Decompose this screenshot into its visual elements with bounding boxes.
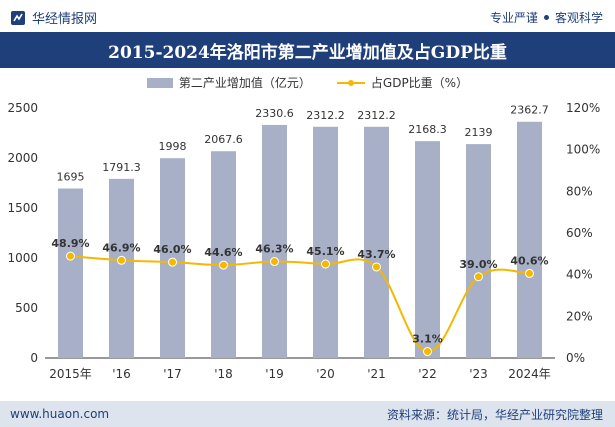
y-right-tick-label: 60% — [566, 226, 593, 240]
y-left-tick-label: 2500 — [7, 101, 38, 115]
ratio-value-label: 3.1% — [412, 333, 443, 346]
ratio-value-label: 48.9% — [51, 237, 89, 250]
footer-url: www.huaon.com — [10, 407, 110, 421]
y-left-tick-label: 1500 — [7, 201, 38, 215]
ratio-point — [321, 259, 330, 269]
bullet-dot-icon — [543, 15, 549, 20]
ratio-value-label: 46.9% — [102, 241, 140, 254]
x-tick-label: '18 — [214, 367, 233, 381]
bar-value-label: 1791.3 — [102, 161, 141, 174]
bar-value-label: 2168.3 — [408, 123, 447, 136]
ratio-point — [423, 347, 432, 357]
y-left-tick-label: 2000 — [7, 151, 38, 165]
y-right-tick-label: 40% — [566, 268, 593, 282]
y-right-tick-label: 20% — [566, 309, 593, 323]
y-left-tick-label: 1000 — [7, 251, 38, 265]
legend-item-line: 占GDP比重（%） — [336, 74, 469, 91]
bar-value-label: 1998 — [159, 140, 187, 153]
footer-bar: www.huaon.com 资料来源：统计局，华经产业研究院整理 — [0, 401, 615, 427]
bar-value-label: 1695 — [57, 171, 85, 184]
bar-value-label: 2312.2 — [306, 109, 345, 122]
y-right-tick-label: 120% — [566, 101, 600, 115]
x-tick-label: '21 — [367, 367, 386, 381]
ratio-point — [66, 251, 75, 261]
ratio-value-label: 46.3% — [255, 243, 293, 256]
chart-plot: 0 500 1000 1500 2000 2500 0% 20% 40% 60% 80% 100% 12… — [7, 101, 600, 381]
brand-name: 华经情报网 — [32, 12, 98, 27]
bar — [262, 124, 287, 358]
ratio-point — [372, 262, 381, 272]
ratio-point — [270, 257, 279, 267]
bar — [211, 151, 236, 358]
y-right-tick-label: 100% — [566, 143, 600, 157]
tagline-left: 专业严谨 — [489, 11, 538, 25]
ratio-value-label: 40.6% — [510, 254, 548, 267]
y-right-tick-label: 0% — [566, 351, 585, 365]
y-left-tick-label: 500 — [15, 301, 38, 315]
top-bar: 华经情报网 专业严谨 客观科学 — [0, 0, 615, 32]
ratio-value-label: 43.7% — [357, 248, 395, 261]
ratio-point — [474, 272, 483, 282]
ratio-point — [117, 255, 126, 265]
bar-value-label: 2330.6 — [255, 107, 294, 120]
footer-source: 资料来源：统计局，华经产业研究院整理 — [386, 407, 603, 422]
x-tick-label: 2024年 — [508, 367, 551, 381]
title-bar: 2015-2024年洛阳市第二产业增加值及占GDP比重 — [0, 32, 615, 68]
x-tick-label: '17 — [163, 367, 182, 381]
bar — [58, 188, 83, 358]
bar — [466, 144, 491, 358]
y-right-tick-label: 80% — [566, 184, 593, 198]
logo-icon — [11, 10, 25, 25]
ratio-line — [70, 255, 530, 353]
ratio-value-label: 46.0% — [153, 243, 191, 256]
ratio-point — [168, 257, 177, 267]
bar — [415, 141, 440, 358]
x-tick-label: '16 — [112, 367, 131, 381]
y-left-tick-label: 0 — [30, 351, 38, 365]
x-tick-label: 2015年 — [49, 367, 92, 381]
bar — [517, 121, 542, 358]
legend-bar-label: 第二产业增加值（亿元） — [178, 76, 311, 90]
x-tick-label: '20 — [316, 367, 335, 381]
ratio-point — [525, 268, 534, 278]
ratio-point — [219, 260, 228, 270]
bar-value-label: 2139 — [465, 126, 493, 139]
ratio-value-label: 45.1% — [306, 245, 344, 258]
x-tick-label: '22 — [418, 367, 437, 381]
legend-line-label: 占GDP比重（%） — [370, 76, 469, 90]
tagline-right: 客观科学 — [554, 11, 603, 25]
bar-value-label: 2067.6 — [204, 133, 243, 146]
legend-item-bar: 第二产业增加值（亿元） — [146, 74, 311, 91]
x-tick-label: '23 — [469, 367, 488, 381]
x-tick-label: '19 — [265, 367, 284, 381]
bar — [313, 126, 338, 358]
bar-value-label: 2362.7 — [510, 104, 549, 117]
legend-line-swatch — [336, 79, 365, 86]
bar — [364, 126, 389, 358]
legend-bar-swatch — [146, 77, 173, 88]
bar — [109, 178, 134, 358]
bar-value-label: 2312.2 — [357, 109, 396, 122]
ratio-value-label: 44.6% — [204, 246, 242, 259]
chart-legend: 第二产业增加值（亿元） 占GDP比重（%） — [0, 74, 615, 91]
chart-title: 2015-2024年洛阳市第二产业增加值及占GDP比重 — [108, 42, 507, 63]
ratio-value-label: 39.0% — [459, 258, 497, 271]
tagline: 专业严谨 客观科学 — [490, 9, 603, 26]
brand-logo: 华经情报网 — [10, 8, 97, 27]
